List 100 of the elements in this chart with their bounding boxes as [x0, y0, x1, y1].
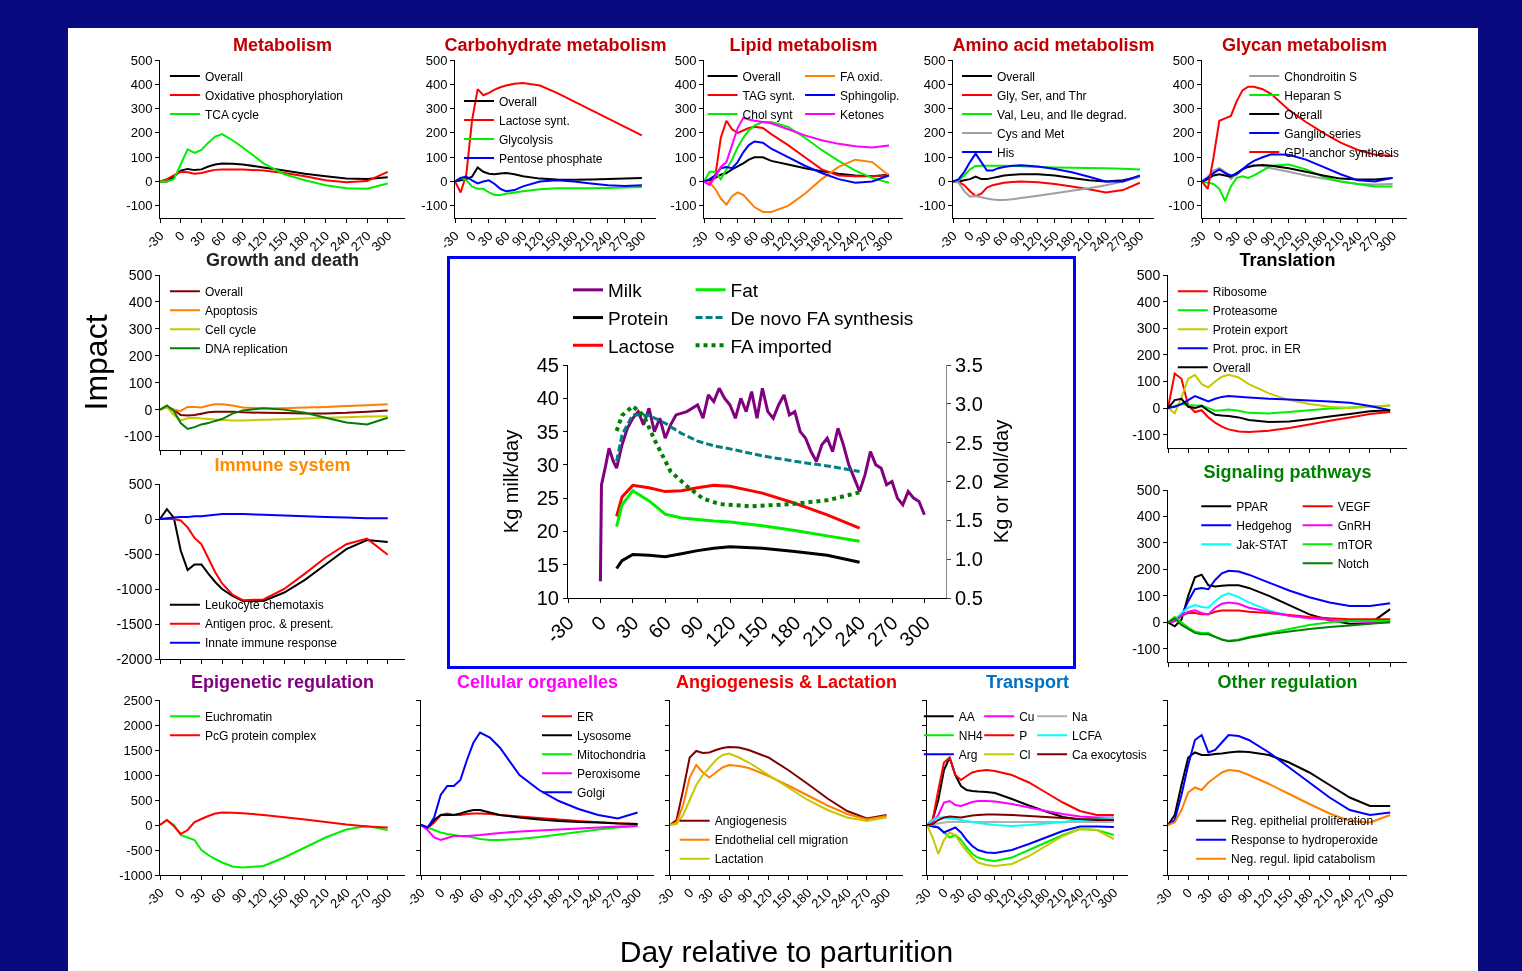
legend-label: Overall: [204, 69, 243, 84]
y-tick-label: 0: [145, 174, 153, 190]
y-tick-label: -100: [421, 198, 448, 214]
legend-label: LCFA: [1072, 728, 1103, 743]
y-tick-label: -100: [919, 198, 946, 214]
legend-label: Ca exocytosis: [1072, 747, 1147, 762]
y-tick-label: 100: [923, 149, 946, 165]
line-series: [615, 483, 862, 530]
chart-title: Epigenetic regulation: [190, 671, 375, 692]
y2-tick-label: 2.5: [955, 431, 983, 454]
y-tick-label: -1000: [119, 867, 153, 883]
y-tick-label: 400: [923, 76, 946, 92]
legend-label: GnRH: [1337, 518, 1371, 533]
legend-label: Hedgehog: [1236, 518, 1292, 533]
line-series: [614, 404, 862, 509]
y-tick-label: 400: [674, 76, 697, 92]
y-tick-label: 500: [130, 52, 153, 68]
legend-label: Lactation: [714, 852, 764, 867]
x-tick-label: 90: [676, 611, 708, 643]
y-tick-label: 2500: [123, 692, 153, 708]
legend-label: Lysosome: [576, 728, 632, 743]
y-tick-label: 500: [1136, 266, 1161, 283]
y-tick-label: 100: [1136, 587, 1161, 604]
line-series: [160, 168, 389, 184]
y-tick-label: 300: [1172, 101, 1195, 117]
legend-label: De novo FA synthesis: [730, 307, 914, 329]
y-tick-label: 200: [425, 125, 448, 141]
y-tick-label: 200: [128, 347, 153, 364]
y-tick-label: 100: [128, 374, 153, 391]
chart-title: Other regulation: [1217, 671, 1358, 692]
legend-label: Protein: [608, 307, 669, 329]
y-tick-label: 500: [128, 266, 153, 283]
line-series: [615, 413, 862, 473]
y-tick-label: 25: [536, 487, 559, 510]
y-tick-label: -1500: [116, 615, 153, 632]
chart-title: Metabolism: [232, 34, 333, 55]
y-tick-label: 400: [1172, 76, 1195, 92]
legend-label: Arg: [958, 747, 978, 762]
y-tick-label: 200: [923, 125, 946, 141]
y-tick-label: 300: [923, 101, 946, 117]
chart-title: Transport: [985, 671, 1070, 692]
legend-label: Jak-STAT: [1236, 537, 1289, 552]
y-tick-label: 400: [1136, 508, 1161, 525]
x-tick-label: -30: [935, 228, 960, 253]
y-tick-label: 45: [536, 354, 559, 376]
legend-label: Oxidative phosphorylation: [204, 88, 343, 103]
y-tick-label: 200: [1136, 346, 1161, 363]
y-tick-label: 100: [425, 149, 448, 165]
x-tick-label: 30: [695, 885, 717, 907]
legend-label: Sphingolip.: [840, 88, 900, 103]
y-tick-label: 0: [144, 510, 153, 527]
legend-label: Ribosome: [1212, 284, 1268, 299]
y2-tick-label: 3.0: [955, 392, 983, 415]
y-tick-label: -100: [1132, 426, 1161, 443]
line-series: [1168, 373, 1392, 415]
y-tick-label: 300: [130, 101, 153, 117]
legend-label: Val, Leu, and Ile degrad.: [997, 107, 1127, 122]
y-tick-label: 500: [128, 475, 153, 492]
legend-label: Chondroitin S: [1284, 69, 1357, 84]
line-series: [615, 489, 862, 543]
line-series: [160, 404, 389, 430]
y-tick-label: 20: [536, 520, 559, 543]
legend-label: Endothelial cell migration: [714, 833, 849, 848]
y-tick-label: -2000: [116, 650, 153, 667]
legend-label: Overall: [1212, 360, 1251, 375]
y-tick-label: 300: [674, 101, 697, 117]
y-tick-label: 100: [1136, 373, 1161, 390]
chart-title: Lipid metabolism: [729, 34, 878, 55]
legend-label: Response to hydroperoxide: [1231, 833, 1379, 848]
y2-tick-label: 3.5: [955, 354, 983, 376]
legend-label: Angiogenesis: [714, 814, 787, 829]
y-tick-label: -500: [126, 842, 153, 858]
y-tick-label: 300: [1136, 534, 1161, 551]
legend-label: Apoptosis: [204, 303, 258, 318]
x-tick-label: 60: [1214, 885, 1236, 907]
legend-label: Milk: [608, 280, 643, 302]
y-tick-label: -100: [1168, 198, 1195, 214]
legend-label: Peroxisome: [576, 766, 641, 781]
legend-label: FA oxid.: [840, 69, 883, 84]
chart-title: Glycan metabolism: [1221, 34, 1388, 55]
x-tick-label: 60: [643, 611, 676, 643]
x-tick-label: -30: [142, 228, 167, 253]
legend-label: PcG protein complex: [204, 728, 317, 743]
y-tick-label: 300: [1136, 320, 1161, 337]
y-tick-label: 0: [145, 817, 153, 833]
chart-title: Amino acid metabolism: [952, 34, 1155, 55]
legend-label: TCA cycle: [204, 107, 260, 122]
y-tick-label: 1500: [123, 742, 153, 758]
legend-label: Fat: [730, 280, 759, 302]
y-tick-label: 15: [536, 553, 559, 576]
y-tick-label: 200: [1172, 125, 1195, 141]
y-tick-label: 100: [674, 149, 697, 165]
y-tick-label: -500: [124, 545, 153, 562]
y-tick-label: 500: [1136, 481, 1161, 498]
y-tick-label: 500: [130, 792, 153, 808]
legend-label: Innate immune response: [204, 636, 338, 651]
y-tick-label: 500: [674, 52, 697, 68]
y-tick-label: 35: [536, 420, 559, 443]
legend-label: P: [1019, 728, 1028, 743]
legend-label: Lactose synt.: [499, 113, 570, 128]
